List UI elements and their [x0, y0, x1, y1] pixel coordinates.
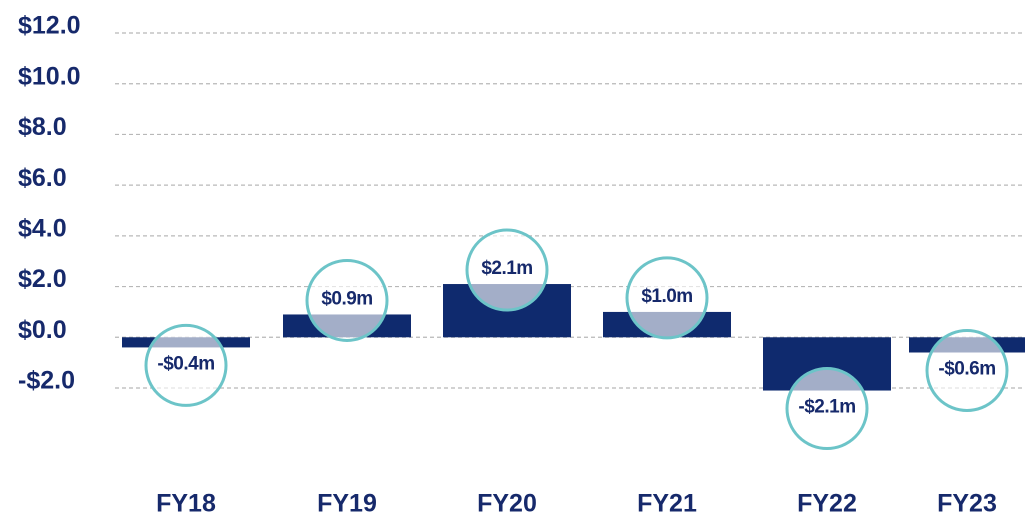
y-tick-label: $0.0 — [18, 316, 67, 344]
x-tick-label: FY20 — [477, 490, 537, 518]
y-tick-label: $8.0 — [18, 113, 67, 141]
value-label: -$2.1m — [798, 397, 855, 418]
value-label: -$0.4m — [157, 353, 214, 374]
y-tick-label: $6.0 — [18, 164, 67, 192]
x-tick-label: FY18 — [156, 490, 216, 518]
x-tick-label: FY23 — [937, 490, 997, 518]
value-badge — [785, 367, 869, 451]
value-badge — [925, 329, 1009, 412]
value-badge — [625, 256, 709, 340]
y-tick-label: $12.0 — [18, 12, 81, 40]
value-label: -$0.6m — [938, 359, 995, 380]
x-tick-label: FY22 — [797, 490, 857, 518]
y-tick-label: $10.0 — [18, 62, 81, 90]
y-tick-label: $2.0 — [18, 265, 67, 293]
x-tick-label: FY19 — [317, 490, 377, 518]
value-label: $1.0m — [641, 286, 692, 307]
value-label: $0.9m — [321, 288, 372, 309]
value-badge — [465, 228, 549, 312]
value-badge — [305, 258, 389, 342]
y-tick-label: -$2.0 — [18, 367, 75, 395]
value-badge — [144, 323, 228, 407]
x-tick-label: FY21 — [637, 490, 697, 518]
y-tick-label: $4.0 — [18, 214, 67, 242]
value-label: $2.1m — [481, 258, 532, 279]
